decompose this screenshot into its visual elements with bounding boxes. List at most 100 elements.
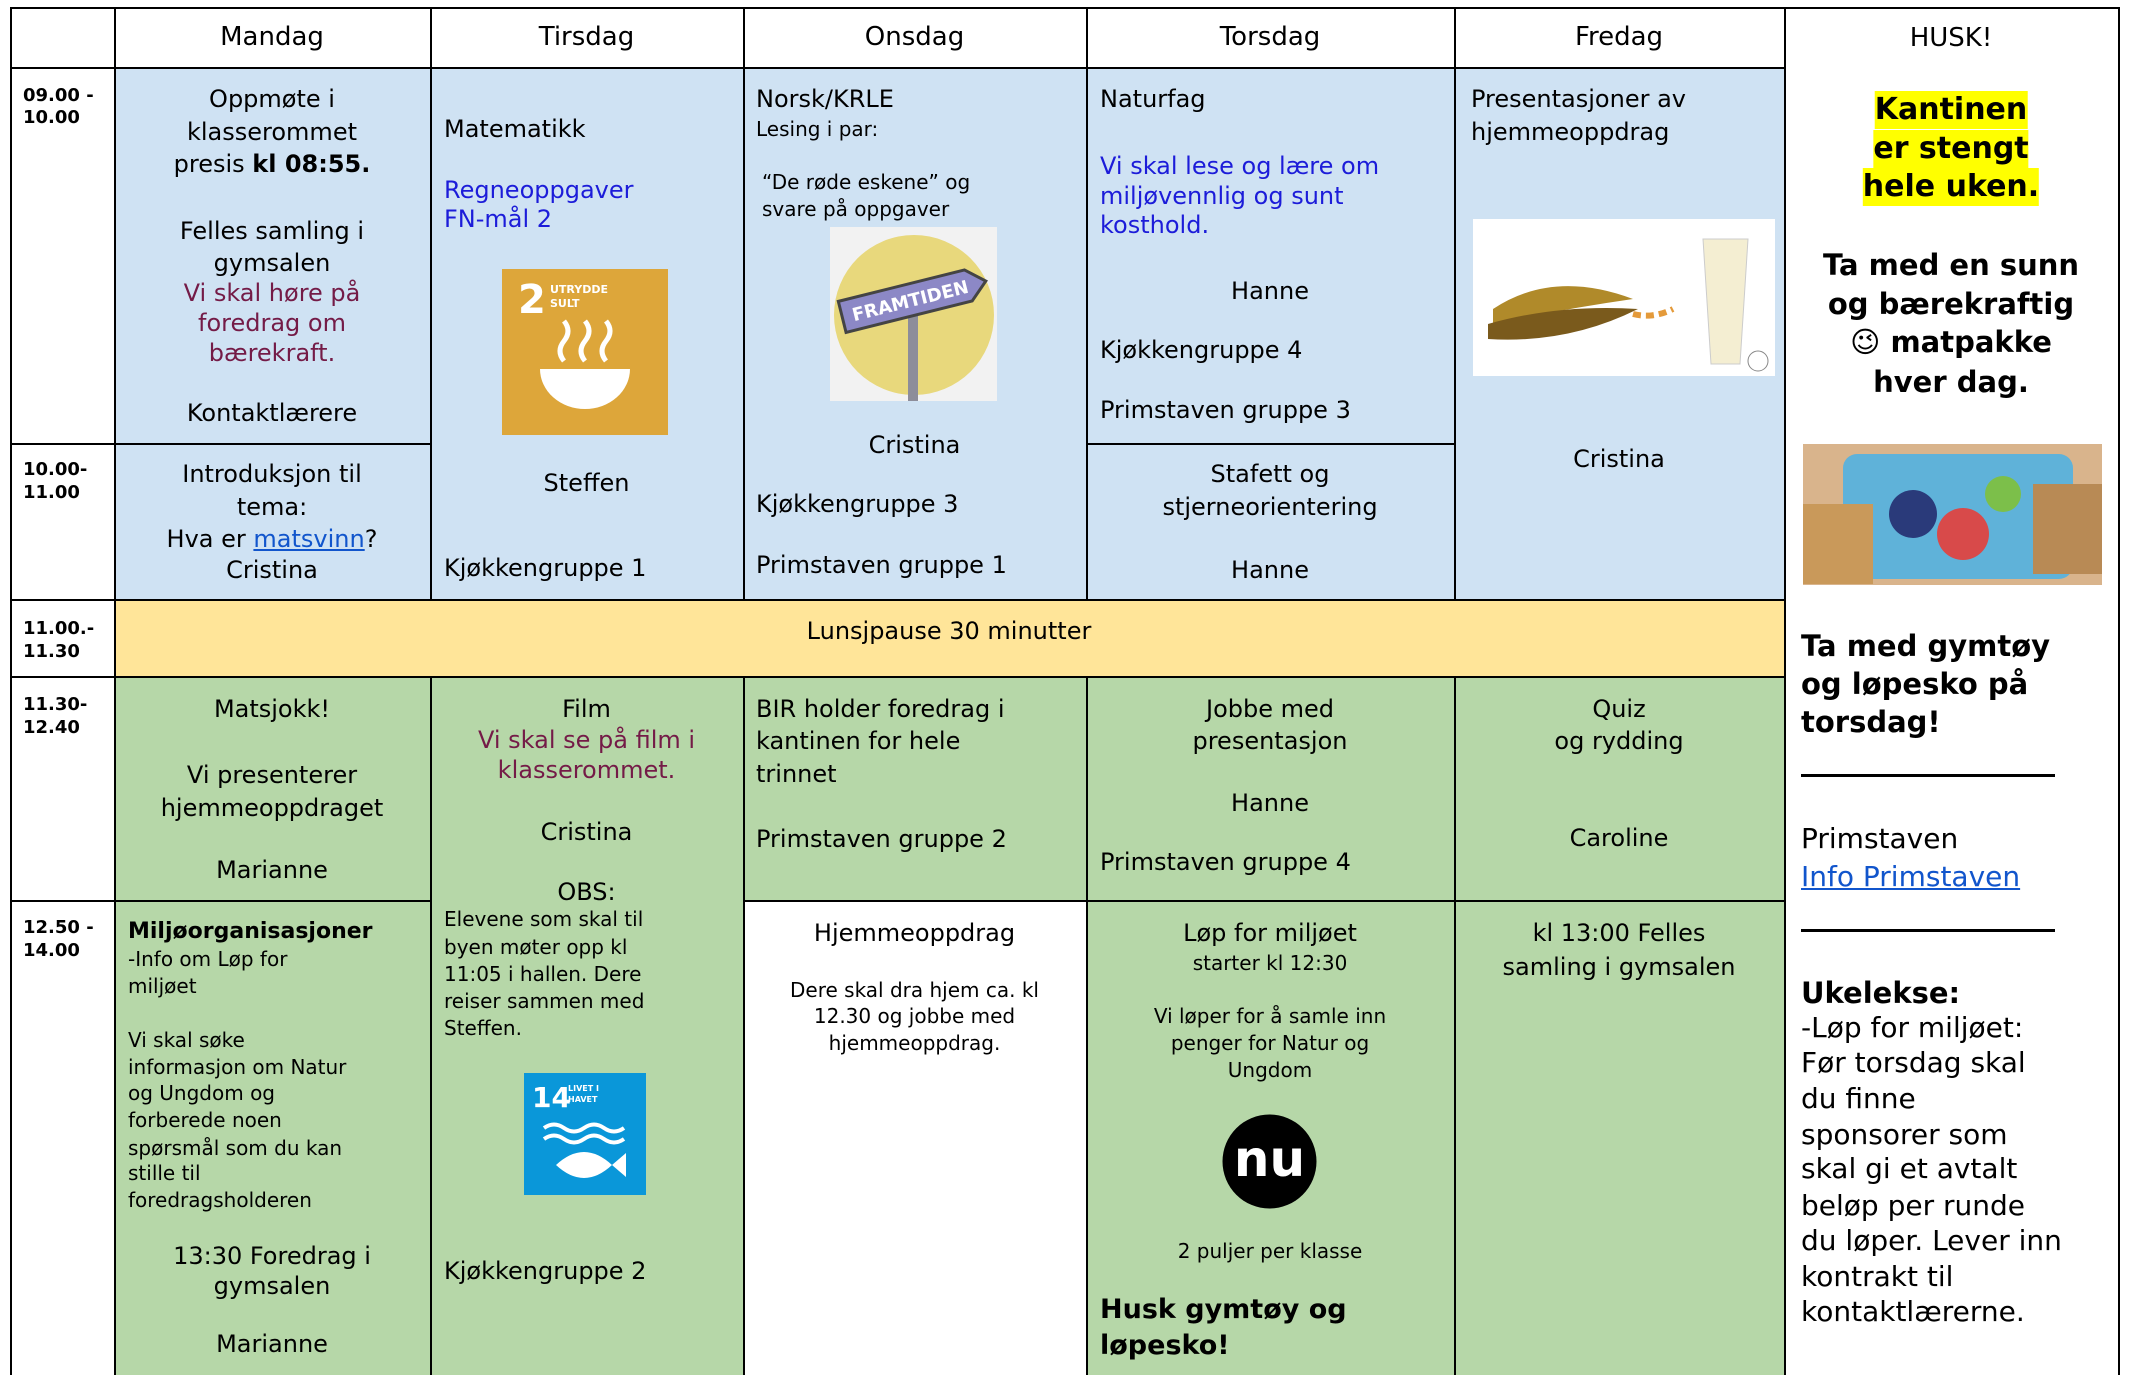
text: Kjøkkengruppe 2 bbox=[444, 1257, 647, 1285]
text: samling i gymsalen bbox=[1502, 953, 1736, 981]
text: stille til bbox=[128, 1161, 201, 1185]
bowl bbox=[540, 369, 630, 409]
text: og rydding bbox=[1554, 727, 1684, 755]
text: Tirsdag bbox=[538, 22, 635, 52]
sign-board bbox=[836, 268, 988, 335]
icon-label: UTRYDDE bbox=[550, 283, 608, 296]
table-cell bbox=[743, 7, 1088, 69]
text: Dere skal dra hjem ca. kl bbox=[790, 978, 1039, 1002]
icon-label: HAVET bbox=[568, 1095, 598, 1104]
text: 11.30- bbox=[23, 694, 88, 715]
pole bbox=[908, 307, 918, 401]
text: bærekraft. bbox=[208, 339, 336, 367]
divider bbox=[1801, 774, 2055, 777]
nu-logo: nu bbox=[1222, 1114, 1317, 1209]
text: presentasjon bbox=[1192, 727, 1348, 755]
text: Husk gymtøy og bbox=[1100, 1294, 1347, 1325]
text: Hjemmeoppdrag bbox=[813, 919, 1016, 947]
waves bbox=[542, 1122, 626, 1145]
sdg-2-icon: 2 UTRYDDE SULT bbox=[502, 269, 668, 435]
text: Mandag bbox=[220, 22, 324, 52]
text: tema: bbox=[236, 493, 308, 521]
text: -Løp for miljøet: bbox=[1801, 1011, 2024, 1044]
text: Onsdag bbox=[864, 22, 965, 52]
text: 11.00 bbox=[23, 482, 80, 503]
fruit bbox=[1937, 508, 1989, 560]
text: Cristina bbox=[868, 431, 961, 459]
table-cell bbox=[1086, 7, 1456, 69]
link[interactable]: matsvinn bbox=[253, 525, 365, 553]
text: kosthold. bbox=[1100, 211, 1210, 239]
table-cell bbox=[114, 599, 1786, 678]
banana bbox=[1488, 308, 1638, 340]
link[interactable]: Info Primstaven bbox=[1801, 860, 2021, 893]
text: trinnet bbox=[756, 760, 837, 788]
text: Cristina bbox=[1573, 445, 1665, 473]
text: Lunsjpause 30 minutter bbox=[806, 617, 1092, 645]
text: Kjøkkengruppe 4 bbox=[1100, 336, 1303, 364]
text: reiser sammen med bbox=[444, 989, 645, 1013]
text: Miljøorganisasjoner bbox=[128, 919, 373, 944]
text: BIR holder foredrag i bbox=[756, 695, 1005, 723]
text: og løpesko på bbox=[1801, 667, 2029, 701]
table-cell bbox=[1454, 900, 1786, 1375]
text: Primstaven gruppe 3 bbox=[1100, 396, 1351, 424]
text: Kjøkkengruppe 1 bbox=[444, 554, 647, 582]
table-cell bbox=[1454, 7, 1786, 69]
sandwich bbox=[1803, 504, 1873, 584]
text: Fredag bbox=[1574, 22, 1664, 52]
text: beløp per runde bbox=[1801, 1189, 2025, 1222]
text: Introduksjon til bbox=[182, 460, 362, 488]
text: og Ungdom og bbox=[128, 1081, 276, 1105]
text: foredrag om bbox=[198, 309, 346, 337]
text: penger for Natur og bbox=[1170, 1031, 1370, 1055]
text: stjerneorientering bbox=[1162, 493, 1378, 521]
text: Vi løper for å samle inn bbox=[1153, 1004, 1387, 1028]
text: Hanne bbox=[1231, 277, 1309, 305]
table-cell bbox=[114, 900, 432, 1375]
table-cell bbox=[743, 900, 1088, 1375]
text: Ungdom bbox=[1227, 1058, 1313, 1082]
table-cell bbox=[10, 7, 116, 69]
text-segment: ? bbox=[364, 525, 378, 553]
text: Cristina bbox=[226, 556, 318, 584]
text: Kjøkkengruppe 3 bbox=[756, 490, 959, 518]
text-segment: presis bbox=[173, 150, 253, 178]
text: miljøet bbox=[128, 974, 197, 998]
text: Naturfag bbox=[1100, 85, 1206, 113]
text: -Info om Løp for bbox=[128, 947, 288, 971]
sdg-14-icon: 14 LIVET I HAVET bbox=[524, 1073, 646, 1195]
table-cell bbox=[10, 900, 116, 1375]
text: 10.00 bbox=[23, 107, 80, 128]
text: byen møter opp kl bbox=[444, 935, 628, 959]
text: Matsjokk! bbox=[213, 695, 331, 723]
text: Oppmøte i bbox=[209, 85, 335, 113]
text: 12.30 og jobbe med bbox=[813, 1004, 1016, 1028]
text-line: Hva er matsvinn? bbox=[114, 524, 430, 554]
text: 11.00.- bbox=[23, 618, 95, 639]
text: kontrakt til bbox=[1801, 1260, 1954, 1293]
text: hver dag. bbox=[1873, 365, 2029, 399]
text: Vi skal søke bbox=[128, 1028, 245, 1052]
text: spørsmål som du kan bbox=[128, 1136, 343, 1160]
text: Ta med gymtøy bbox=[1801, 629, 2051, 663]
table-cell bbox=[1784, 7, 2120, 1375]
text: Løp for miljøet bbox=[1183, 919, 1357, 947]
text: Matematikk bbox=[444, 115, 586, 143]
text: Kantinen bbox=[1874, 91, 2028, 129]
table-cell bbox=[1086, 67, 1456, 445]
text: Film bbox=[562, 695, 611, 723]
icon-label: SULT bbox=[550, 297, 580, 310]
text: du finne bbox=[1801, 1082, 1916, 1115]
text: 10.00- bbox=[23, 459, 88, 480]
text: Ta med en sunn bbox=[1822, 248, 2080, 282]
text: Marianne bbox=[216, 856, 328, 884]
divider bbox=[1801, 929, 2055, 932]
text-segment: kl 08:55. bbox=[252, 150, 371, 178]
text: “De røde eskene” og bbox=[762, 170, 971, 194]
text: Hanne bbox=[1231, 556, 1309, 584]
steam bbox=[557, 319, 613, 363]
text: Før torsdag skal bbox=[1801, 1046, 2026, 1079]
lunchbox-image bbox=[1803, 444, 2102, 585]
table-cell bbox=[114, 676, 432, 902]
